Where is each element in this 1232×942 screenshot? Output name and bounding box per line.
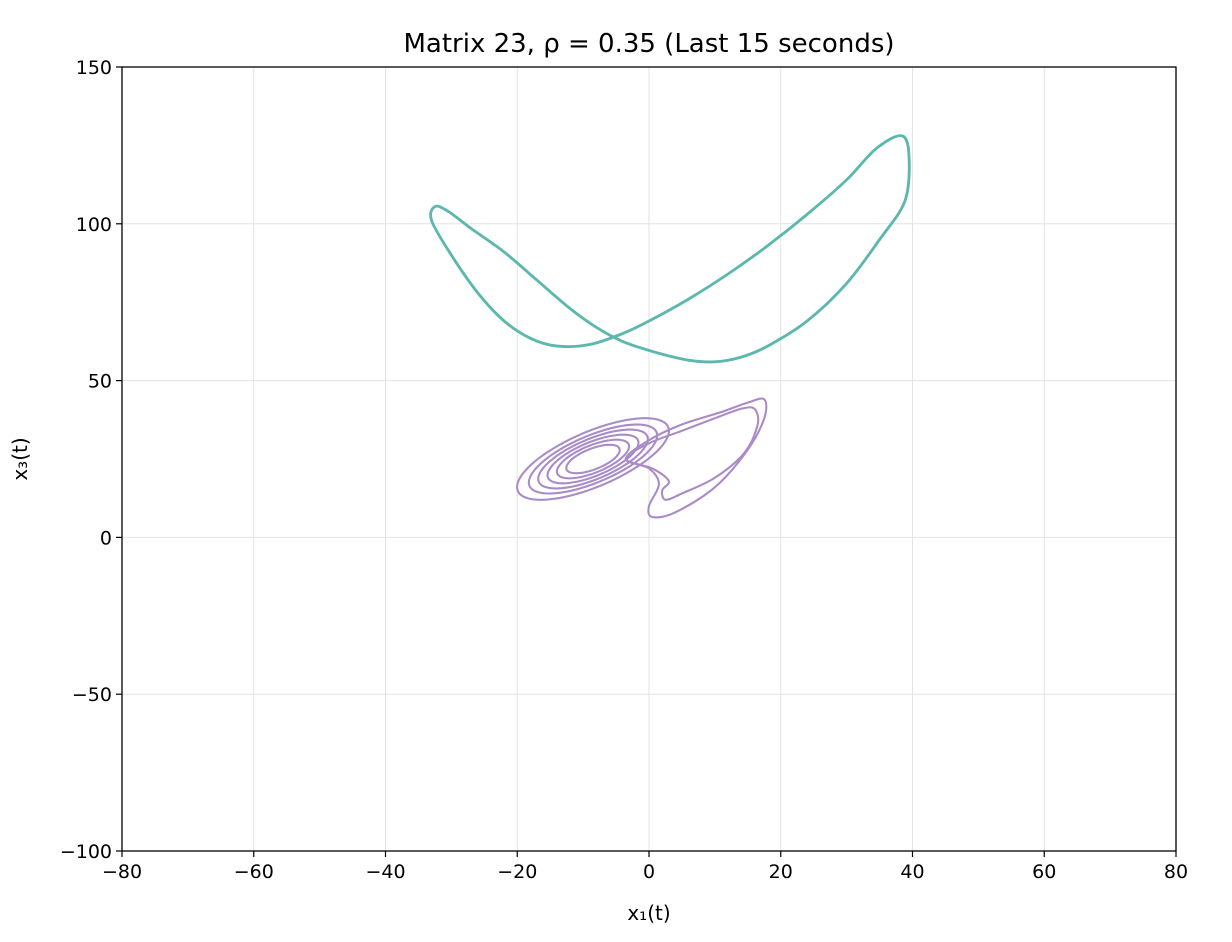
x-tick-label: 0 [643,861,655,883]
spiral-loop [537,428,649,490]
spiral-loop [516,417,671,501]
trajectory-layer [429,134,911,519]
x-tick-label: 20 [769,861,793,883]
x-tick-label: −60 [234,861,274,883]
y-tick-label: −50 [72,684,112,706]
y-axis-label: x₃(t) [8,437,32,480]
axis-ticks: −80 −60 −40 −20 0 20 40 60 80 −100 −50 0 50 100 150 [60,57,1188,883]
x-tick-label: −80 [102,861,142,883]
y-tick-label: 0 [100,527,112,549]
spiral-loop [527,423,659,495]
spiral-loop [555,438,631,480]
y-tick-label: 100 [76,214,112,236]
x-tick-label: −40 [365,861,405,883]
grid-lines [122,67,1176,851]
trajectory-line-1 [429,134,911,364]
x-tick-label: −20 [497,861,537,883]
y-tick-label: 150 [76,57,112,79]
spiral-loop [546,433,640,485]
x-tick-label: 80 [1164,861,1188,883]
x-axis-label: x₁(t) [627,901,670,925]
x-tick-label: 40 [900,861,924,883]
y-tick-label: −100 [60,841,112,863]
spiral-loop [565,443,621,475]
y-tick-label: 50 [88,371,112,393]
chart-title: Matrix 23, ρ = 0.35 (Last 15 seconds) [403,29,894,59]
outer-loop [624,397,768,519]
x-tick-label: 60 [1032,861,1056,883]
